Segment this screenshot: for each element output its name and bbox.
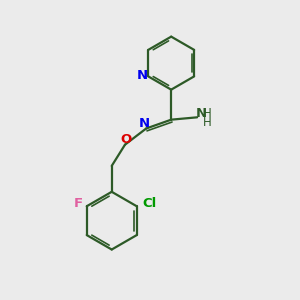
Text: F: F [74,197,83,210]
Text: N: N [139,117,150,130]
Text: H: H [203,107,212,120]
Text: H: H [203,116,212,129]
Text: N: N [196,107,207,120]
Text: Cl: Cl [142,197,156,210]
Text: O: O [120,133,131,146]
Text: N: N [137,69,148,82]
